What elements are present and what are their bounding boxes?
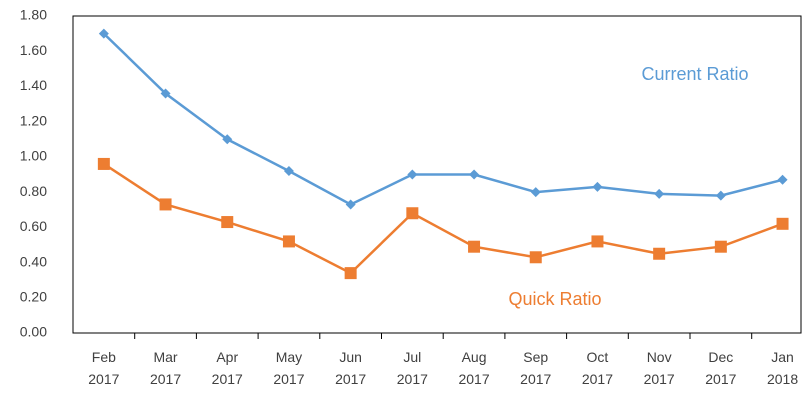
marker [591,235,604,248]
marker [283,165,294,176]
x-tick-label: Jan 2018 [767,349,798,387]
x-tick-label: Mar 2017 [150,349,181,387]
marker [654,188,665,199]
y-tick-label: 0.00 [20,324,47,340]
x-tick-label: Feb 2017 [88,349,119,387]
marker [714,240,727,253]
marker [221,216,234,229]
marker [592,181,603,192]
x-tick-label: Aug 2017 [458,349,489,387]
y-tick-label: 0.80 [20,183,47,199]
marker [344,267,357,280]
y-tick-label: 1.60 [20,42,47,58]
marker [653,247,666,260]
y-tick-label: 0.40 [20,253,47,269]
marker [469,169,480,180]
x-tick-label: Jun 2017 [335,349,366,387]
y-tick-label: 1.00 [20,148,47,164]
marker [530,187,541,198]
marker [222,134,233,145]
marker [282,235,295,248]
y-tick-label: 1.20 [20,112,47,128]
marker [97,157,110,170]
y-tick-label: 0.20 [20,288,47,304]
marker [406,207,419,220]
series-label: Current Ratio [641,64,748,84]
x-tick-label: Apr 2017 [212,349,243,387]
x-tick-label: Sep 2017 [520,349,551,387]
y-tick-label: 1.80 [20,7,47,23]
marker [98,28,109,39]
marker [777,174,788,185]
series-label: Quick Ratio [508,289,601,309]
x-tick-label: May 2017 [273,349,304,387]
x-tick-label: Oct 2017 [582,349,613,387]
series-line [103,162,783,275]
y-tick-label: 1.40 [20,77,47,93]
plot-frame [72,15,802,334]
y-tick-label: 0.60 [20,218,47,234]
marker [159,198,172,211]
marker [715,190,726,201]
series-line [102,32,783,206]
marker [345,199,356,210]
x-tick-label: Nov 2017 [644,349,675,387]
marker [160,88,171,99]
marker [529,251,542,264]
marker [407,169,418,180]
marker [468,240,481,253]
marker [776,217,789,230]
x-tick-label: Jul 2017 [397,349,428,387]
x-tick-label: Dec 2017 [705,349,736,387]
